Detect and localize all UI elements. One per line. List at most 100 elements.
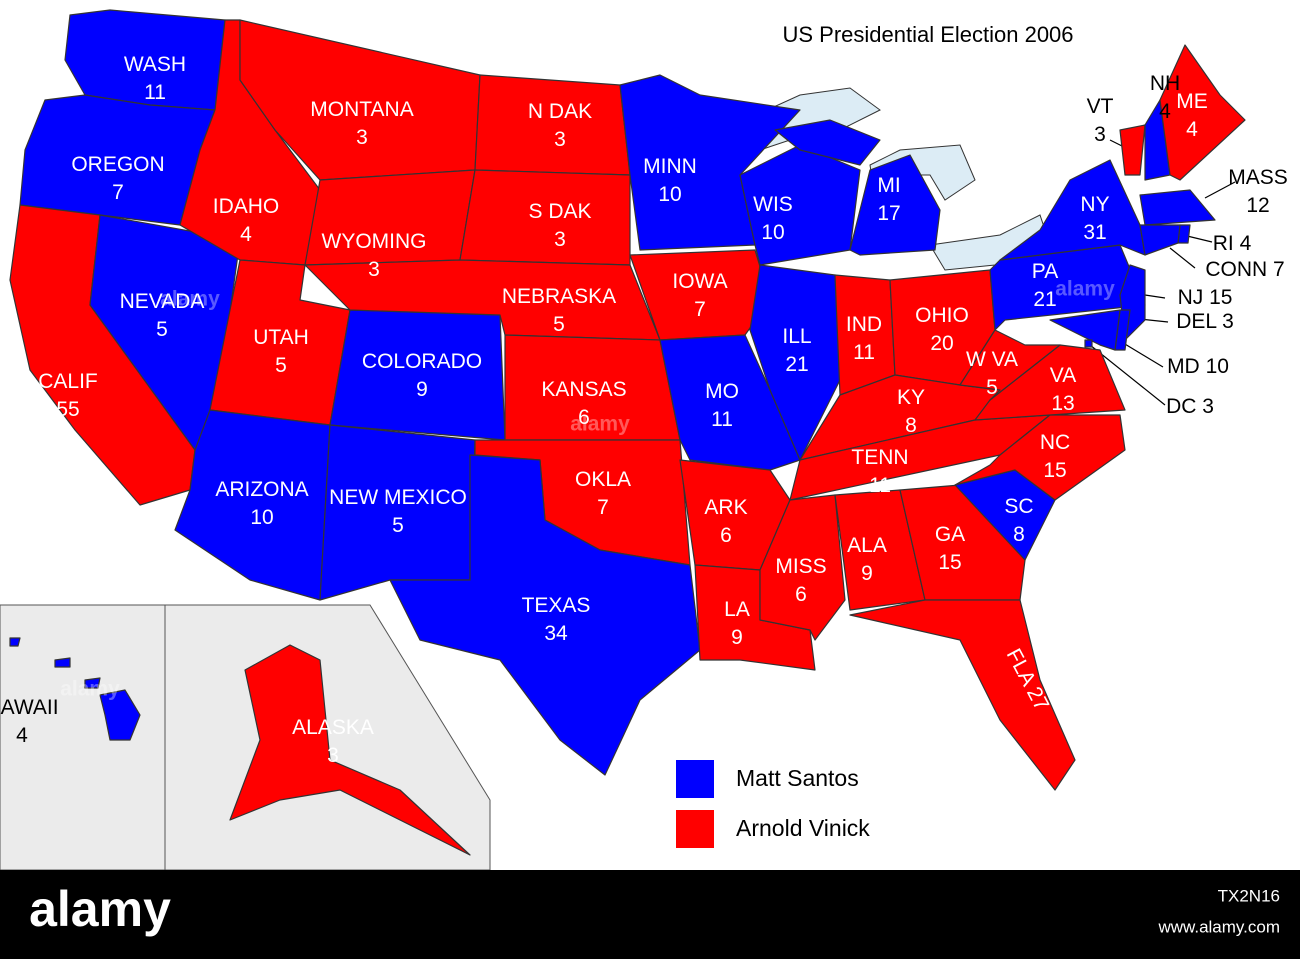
state-name: KANSAS [541, 378, 626, 401]
state-shape [9, 637, 21, 647]
footer-url: www.alamy.com [1157, 917, 1280, 936]
state-shape [849, 154, 941, 256]
state-label: ALA 9 [847, 534, 887, 585]
state-name: MO [705, 380, 739, 403]
state-label: NC 15 [1040, 431, 1070, 482]
state-votes: 6 [795, 583, 807, 606]
state-label: NY 31 [1080, 193, 1109, 244]
watermarks: alamy alamy alamy alamy [60, 278, 1115, 701]
state-shape [304, 259, 661, 341]
state-label: MO 11 [705, 380, 739, 431]
legend-swatch [676, 760, 714, 798]
state-votes: 4 [1240, 232, 1252, 255]
state-votes: 7 [694, 298, 706, 321]
state-name: S DAK [528, 200, 591, 223]
state-label: NEBRASKA 5 [502, 285, 616, 336]
state-label: MASS 12 [1228, 166, 1288, 217]
state-votes: 9 [861, 562, 873, 585]
state-label: KY 8 [897, 386, 925, 437]
state-votes: 4 [1186, 118, 1198, 141]
state-shape [99, 689, 141, 741]
state-label: NEVADA 5 [120, 290, 205, 341]
state-name: ALASKA [292, 716, 374, 739]
state-name: DEL [1176, 310, 1216, 333]
state-shape [999, 159, 1146, 261]
state-label: OKLA 7 [575, 468, 631, 519]
state-name: LA [724, 598, 750, 621]
state-votes: 3 [554, 128, 566, 151]
state-label: IND 11 [846, 313, 882, 364]
state-name: OHIO [915, 304, 969, 327]
state-shape [474, 74, 631, 176]
state-votes: 10 [761, 221, 784, 244]
state-votes: 9 [416, 378, 428, 401]
state-label: KANSAS 6 [541, 378, 626, 429]
state-label: TEXAS 34 [522, 594, 591, 645]
legend-label: Matt Santos [736, 765, 859, 791]
state-name: MINN [643, 155, 697, 178]
state-votes: 7 [597, 496, 609, 519]
states [9, 9, 1246, 856]
state-shape [899, 484, 1026, 601]
state-votes: 3 [1222, 310, 1234, 333]
state-name: GA [935, 523, 965, 546]
state-label: WIS 10 [753, 193, 793, 244]
state-name: NC [1040, 431, 1070, 454]
state-name: NEW MEXICO [329, 486, 467, 509]
state-votes: 31 [1083, 221, 1106, 244]
state-label: LA 9 [724, 598, 750, 649]
state-votes: 5 [392, 514, 404, 537]
state-label: GA 15 [935, 523, 965, 574]
state-name: WYOMING [322, 230, 427, 253]
state-label: WASH 11 [124, 53, 186, 104]
state-shape [319, 424, 476, 601]
state-votes: 7 [1273, 258, 1285, 281]
state-shape [1049, 309, 1121, 351]
state-label: VA 13 [1050, 364, 1076, 415]
state-votes: 4 [240, 223, 252, 246]
state-name: N DAK [528, 100, 592, 123]
state-label: OHIO 20 [915, 304, 969, 355]
state-name: CALIF [38, 370, 98, 393]
state-shape [759, 494, 846, 641]
state-name: KY [897, 386, 925, 409]
state-name: NEVADA [120, 290, 205, 313]
state-label: ARIZONA 10 [215, 478, 308, 529]
state-votes: 3 [1094, 123, 1106, 146]
state-name: ILL [782, 325, 811, 348]
state-name: TENN [851, 446, 908, 469]
state-name: OKLA [575, 468, 631, 491]
state-label: MISS 6 [775, 555, 826, 606]
state-votes: 7 [112, 181, 124, 204]
state-label: OREGON 7 [71, 153, 164, 204]
state-votes: 21 [785, 353, 808, 376]
state-name: MASS [1228, 166, 1288, 189]
state-votes: 15 [1209, 286, 1232, 309]
state-name: IND [846, 313, 882, 336]
state-votes: 11 [711, 408, 733, 431]
state-name: IOWA [672, 270, 727, 293]
state-name: WASH [124, 53, 186, 76]
state-name: NEBRASKA [502, 285, 616, 308]
state-label: PA 21 [1032, 260, 1058, 311]
state-votes: 5 [156, 318, 168, 341]
state-name: MI [877, 174, 900, 197]
state-label: CALIF 55 [38, 370, 98, 421]
watermark: alamy [570, 413, 630, 436]
state-shape [1139, 189, 1216, 226]
state-votes: 34 [544, 622, 568, 645]
map-title: US Presidential Election 2006 [782, 22, 1073, 47]
state-shape [849, 599, 1076, 791]
state-name: TEXAS [522, 594, 591, 617]
state-label: N DAK 3 [528, 100, 592, 151]
state-name: MISS [775, 555, 826, 578]
state-votes: 21 [1033, 288, 1056, 311]
state-name: HAWAII [0, 696, 59, 719]
state-votes: 10 [658, 183, 681, 206]
state-name: NJ [1178, 286, 1204, 309]
state-label: CONN 7 [1205, 258, 1284, 281]
state-votes: 20 [930, 332, 953, 355]
state-votes: 12 [1246, 194, 1269, 217]
